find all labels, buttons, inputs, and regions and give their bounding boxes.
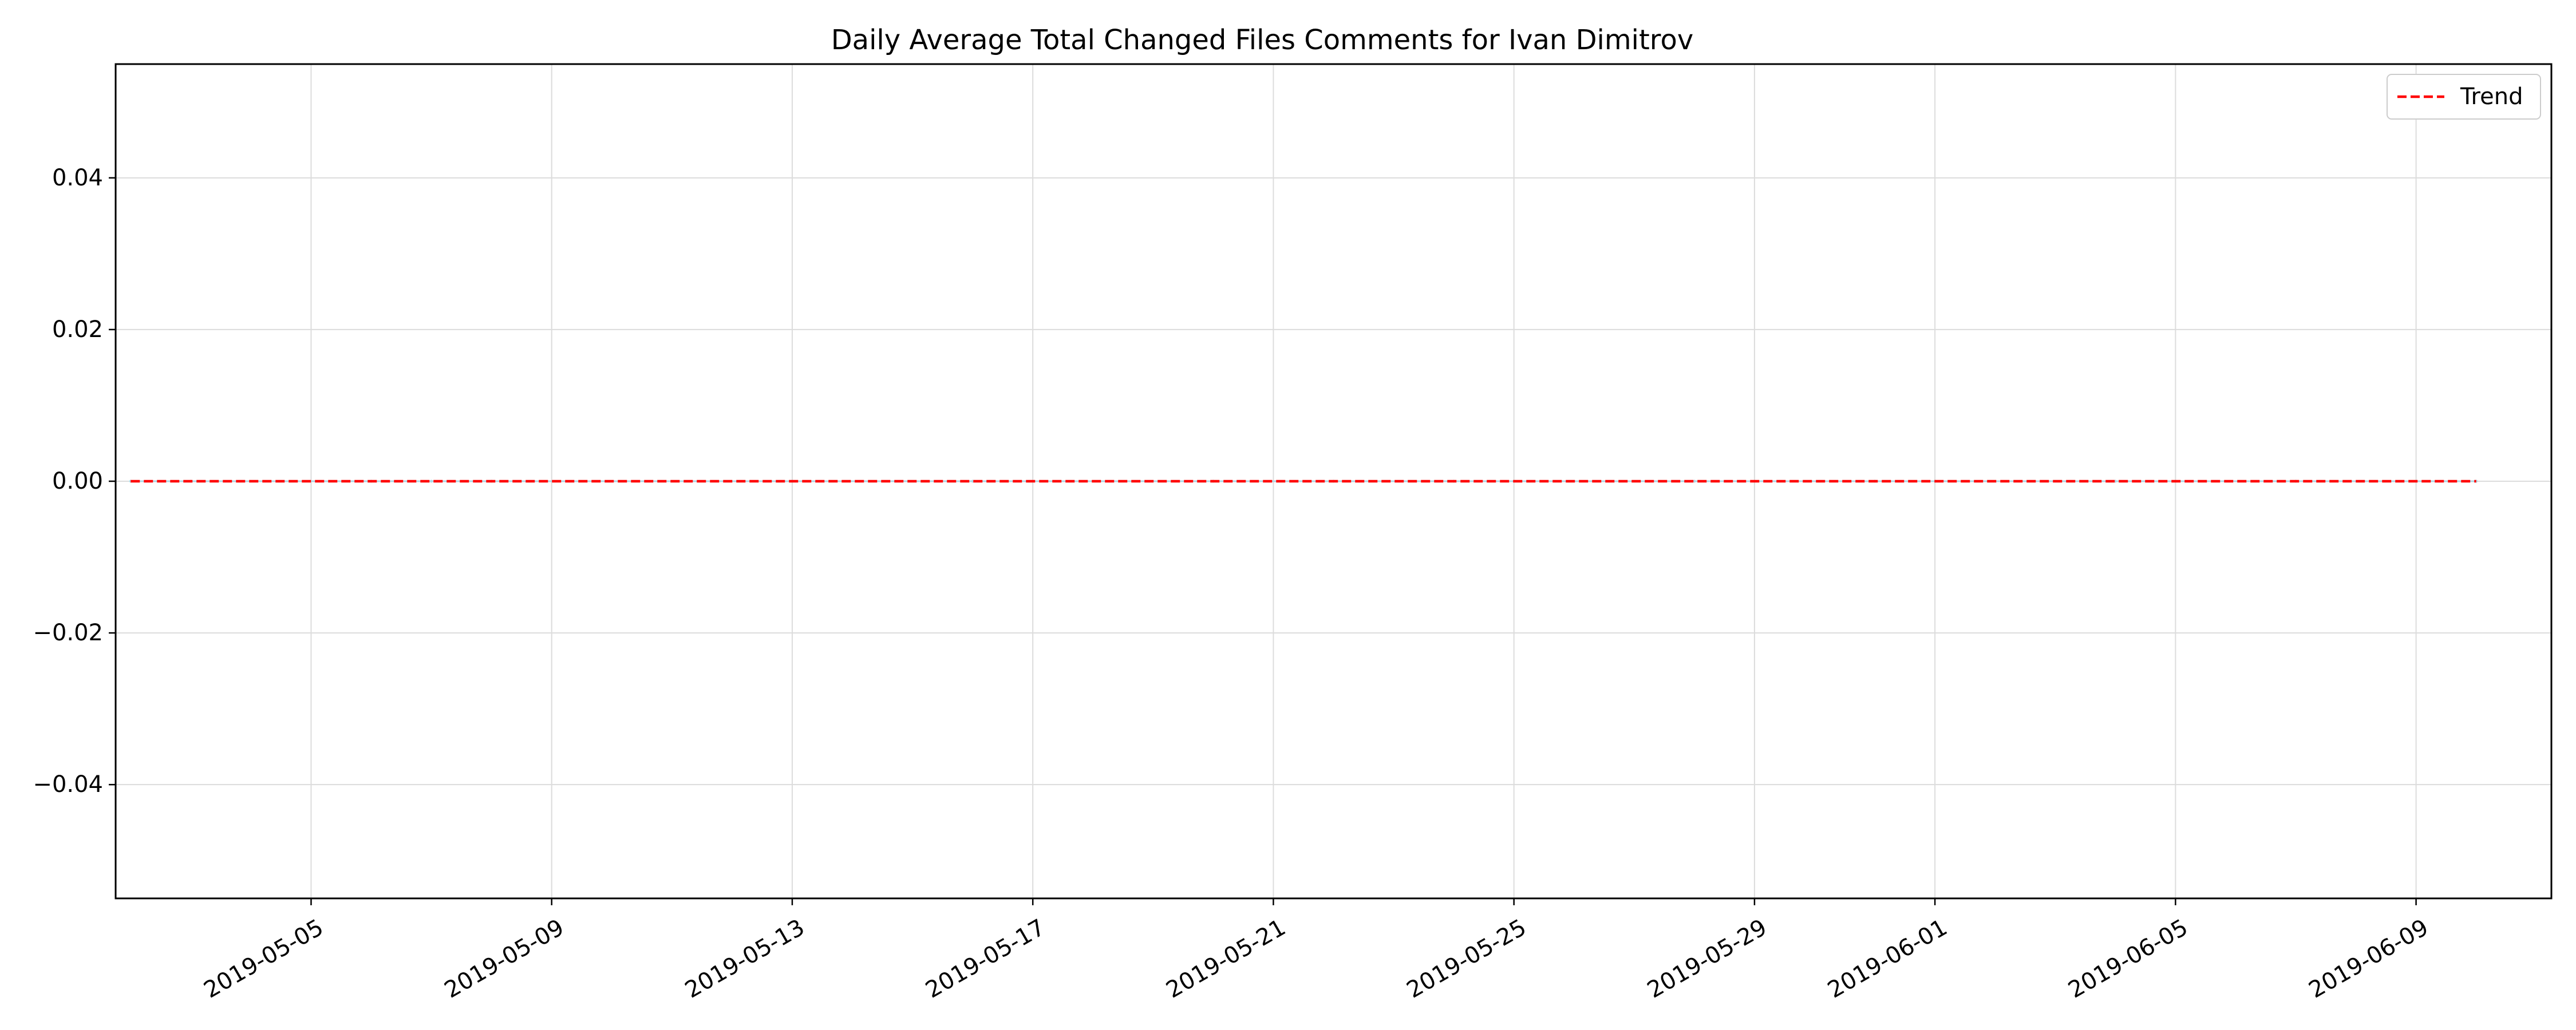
x-tick-label: 2019-05-13 bbox=[681, 914, 809, 1004]
legend: Trend bbox=[2387, 74, 2541, 120]
x-tick-label: 2019-05-29 bbox=[1643, 914, 1771, 1004]
y-tick-label: −0.04 bbox=[33, 771, 103, 798]
x-axis: 2019-05-05 2019-05-09 2019-05-13 2019-05-17… bbox=[200, 898, 2433, 1004]
x-tick-label: 2019-06-01 bbox=[1823, 914, 1951, 1004]
x-tick-label: 2019-05-05 bbox=[200, 914, 328, 1004]
x-tick-label: 2019-06-09 bbox=[2305, 914, 2433, 1004]
legend-box bbox=[2387, 74, 2541, 120]
y-tick-label: 0.00 bbox=[52, 468, 103, 494]
y-tick-label: −0.02 bbox=[33, 620, 103, 646]
chart-title: Daily Average Total Changed Files Commen… bbox=[831, 24, 1694, 56]
x-tick-label: 2019-05-21 bbox=[1162, 914, 1290, 1004]
data-point bbox=[430, 480, 433, 483]
y-axis: −0.04 −0.02 0.00 0.02 0.04 bbox=[33, 165, 116, 798]
y-tick-label: 0.02 bbox=[52, 316, 103, 343]
x-tick-label: 2019-06-05 bbox=[2064, 914, 2192, 1004]
legend-label: Trend bbox=[2460, 84, 2523, 110]
x-tick-label: 2019-05-09 bbox=[440, 914, 568, 1004]
x-tick-label: 2019-05-17 bbox=[921, 914, 1049, 1004]
x-tick-label: 2019-05-25 bbox=[1402, 914, 1531, 1004]
plot-series bbox=[129, 480, 2478, 483]
y-tick-label: 0.04 bbox=[52, 165, 103, 191]
data-point bbox=[1693, 480, 1696, 483]
